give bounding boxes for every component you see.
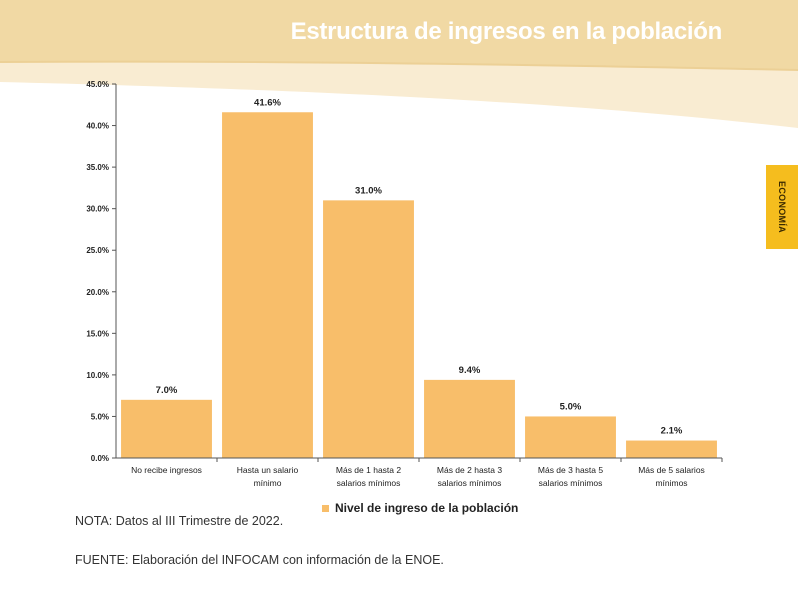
- data-label: 5.0%: [560, 401, 582, 412]
- section-tab-economia[interactable]: ECONOMÍA: [766, 165, 798, 249]
- note-text: NOTA: Datos al III Trimestre de 2022.: [75, 514, 284, 528]
- x-axis: No recibe ingresos Hasta un salario mínimo…: [116, 457, 723, 488]
- y-tick-label: 25.0%: [86, 246, 109, 255]
- y-tick-label: 0.0%: [91, 454, 109, 463]
- data-label: 9.4%: [459, 365, 481, 376]
- page-title: Estructura de ingresos en la población: [290, 18, 723, 45]
- bar: [323, 200, 414, 458]
- chart-legend: Nivel de ingreso de la población: [322, 501, 518, 515]
- y-tick-label: 5.0%: [91, 412, 109, 421]
- data-label: 7.0%: [156, 385, 178, 396]
- data-label: 41.6%: [254, 97, 281, 108]
- x-tick-label: Más de 2 hasta 3 salarios mínimos: [437, 465, 502, 488]
- y-axis: 0.0% 5.0% 10.0% 15.0% 20.0% 25.0% 30.0% 35.0% 40…: [86, 80, 117, 463]
- y-tick-label: 30.0%: [86, 205, 109, 214]
- data-label: 2.1%: [661, 426, 683, 437]
- x-tick-label: Más de 5 salarios mínimos: [638, 465, 705, 488]
- legend-swatch: [322, 504, 329, 512]
- x-tick-label: Más de 3 hasta 5 salarios mínimos: [538, 465, 603, 488]
- bar: [121, 399, 212, 458]
- header-wave: [0, 0, 798, 128]
- x-tick-label: Hasta un salario mínimo: [237, 465, 299, 488]
- y-tick-label: 20.0%: [86, 288, 109, 297]
- bar: [424, 379, 515, 458]
- x-tick-label: Más de 1 hasta 2 salarios mínimos: [336, 465, 401, 488]
- bar-chart: 0.0% 5.0% 10.0% 15.0% 20.0% 25.0% 30.0% 35.0% 40…: [86, 80, 723, 488]
- header-banner: [0, 0, 798, 140]
- x-tick-label: No recibe ingresos: [131, 465, 202, 475]
- y-tick-label: 35.0%: [86, 163, 109, 172]
- legend-label: Nivel de ingreso de la población: [335, 501, 519, 515]
- source-text: FUENTE: Elaboración del INFOCAM con info…: [75, 553, 444, 567]
- bars: 7.0% 41.6% 31.0% 9.4% 5.0% 2.1%: [121, 97, 717, 458]
- bar: [626, 440, 717, 458]
- y-tick-label: 15.0%: [86, 329, 109, 338]
- data-label: 31.0%: [355, 185, 382, 196]
- bar: [222, 112, 313, 458]
- y-tick-label: 10.0%: [86, 371, 109, 380]
- y-tick-label: 40.0%: [86, 122, 109, 131]
- y-tick-label: 45.0%: [86, 80, 109, 89]
- bar: [525, 416, 616, 458]
